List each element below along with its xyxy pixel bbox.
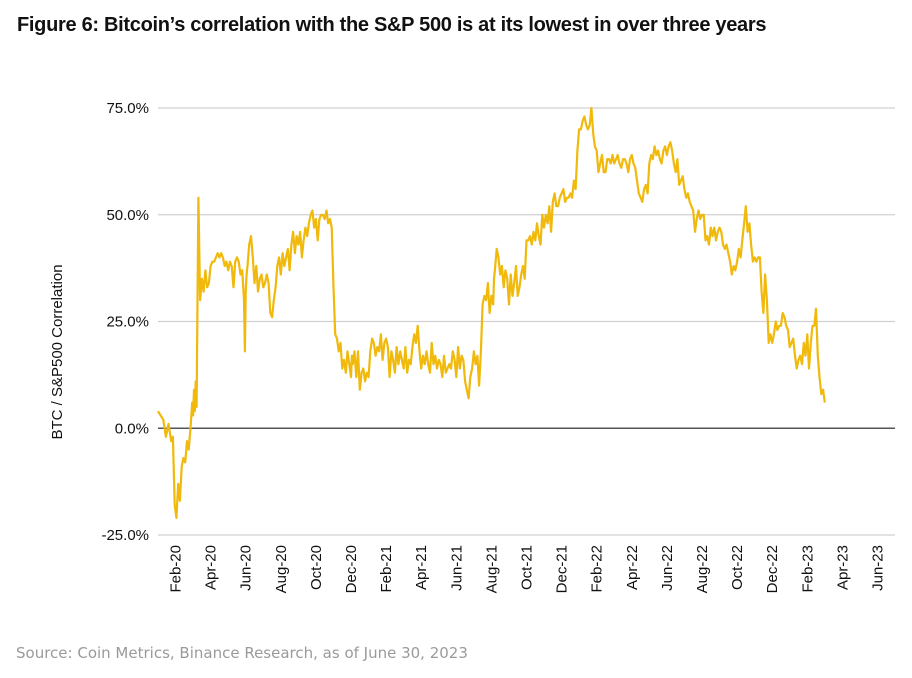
y-axis-label: BTC / S&P500 Correlation <box>49 264 66 439</box>
y-tick-labels: -25.0% 0.0% 25.0% 50.0% 75.0% <box>101 100 149 544</box>
x-tick-label: Jun-22 <box>659 545 676 591</box>
y-tick-label: 25.0% <box>106 314 149 331</box>
series-line <box>157 106 826 519</box>
x-tick-label: Apr-21 <box>413 545 430 590</box>
x-tick-label: Dec-22 <box>764 545 781 593</box>
x-tick-label: Dec-20 <box>343 545 360 593</box>
x-tick-labels: Feb-20 Apr-20 Jun-20 Aug-20 Oct-20 Dec-20 Feb-… <box>168 545 887 593</box>
series-layer <box>157 106 826 519</box>
x-tick-label: Oct-20 <box>308 545 325 590</box>
x-tick-label: Apr-23 <box>834 545 851 590</box>
y-tick-label: 75.0% <box>106 100 149 117</box>
x-tick-label: Jun-23 <box>869 545 886 591</box>
chart-title: Figure 6: Bitcoin’s correlation with the… <box>17 14 767 36</box>
x-tick-label: Feb-20 <box>168 545 185 593</box>
gridlines <box>158 107 895 536</box>
x-tick-label: Apr-20 <box>203 545 220 590</box>
x-tick-label: Jun-21 <box>448 545 465 591</box>
x-tick-label: Feb-23 <box>799 545 816 593</box>
x-tick-label: Apr-22 <box>624 545 641 590</box>
x-tick-label: Aug-22 <box>694 545 711 593</box>
x-tick-label: Dec-21 <box>554 545 571 593</box>
y-tick-label: 0.0% <box>115 420 149 437</box>
y-tick-label: 50.0% <box>106 207 149 224</box>
x-tick-label: Oct-21 <box>519 545 536 590</box>
x-tick-label: Feb-21 <box>378 545 395 593</box>
x-tick-label: Aug-20 <box>273 545 290 593</box>
y-tick-label: -25.0% <box>101 527 149 544</box>
x-tick-label: Oct-22 <box>729 545 746 590</box>
x-tick-label: Feb-22 <box>589 545 606 593</box>
x-tick-label: Jun-20 <box>238 545 255 591</box>
x-tick-label: Aug-21 <box>483 545 500 593</box>
source-note: Source: Coin Metrics, Binance Research, … <box>16 644 468 662</box>
